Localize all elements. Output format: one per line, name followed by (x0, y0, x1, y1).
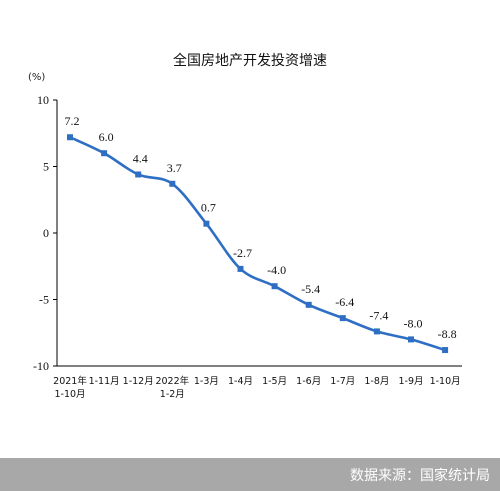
y-tick-label: 0 (43, 226, 49, 240)
data-label: 4.4 (133, 151, 148, 165)
series-line (69, 136, 446, 352)
series-markers (67, 134, 449, 354)
chart-title: 全国房地产开发投资增速 (173, 52, 327, 69)
y-tick-label: 5 (43, 160, 49, 174)
data-point (305, 301, 312, 308)
x-tick-label: 2022年 1-2月 (155, 375, 189, 400)
y-tick-label: -10 (33, 359, 49, 373)
data-point (237, 265, 244, 272)
data-point (373, 328, 380, 335)
x-tick-label: 1-9月 (398, 376, 423, 387)
x-tick-label: 1-12月 (123, 376, 154, 387)
data-point (339, 315, 346, 322)
data-label: -8.0 (404, 316, 423, 330)
x-tick-label: 1-10月 (430, 376, 461, 387)
data-label: -4.0 (267, 263, 286, 277)
data-label: -8.8 (438, 327, 457, 341)
x-tick-label: 1-8月 (364, 376, 389, 387)
x-tick-label: 1-6月 (296, 376, 321, 387)
x-tick-label: 1-3月 (194, 376, 219, 387)
data-label: 0.7 (201, 201, 216, 215)
y-tick-label: -5 (39, 293, 49, 307)
data-point (408, 336, 414, 343)
x-tick-label: 2021年 1-10月 (53, 375, 87, 400)
y-unit-label: (%) (28, 72, 45, 83)
data-point (442, 347, 449, 354)
data-point (169, 180, 176, 187)
y-tick-label: 10 (37, 93, 49, 107)
data-label: -6.4 (335, 295, 354, 309)
data-labels: 7.2 6.0 4.4 3.7 0.7 -2.7 -4.0 -5.4 -6.4 -7.4 -8.0 -… (65, 114, 457, 341)
data-point (203, 220, 210, 227)
data-point (271, 283, 278, 290)
x-tick-label: 1-4月 (228, 376, 253, 387)
chart: 全国房地产开发投资增速 (%) 10 5 0 -5 -10 2021年 1-10月1-11… (28, 52, 462, 400)
data-label: 6.0 (99, 130, 114, 144)
x-tick-label: 1-11月 (89, 376, 120, 387)
data-label: 3.7 (167, 161, 182, 175)
x-tick-label: 1-5月 (262, 376, 287, 387)
data-point (101, 150, 108, 157)
y-ticks: 10 5 0 -5 -10 (33, 93, 57, 373)
data-label: -2.7 (233, 246, 252, 260)
footer-bar: 数据来源：国家统计局 (0, 458, 500, 491)
data-point (67, 134, 73, 141)
data-point (135, 171, 142, 178)
data-label: -5.4 (301, 282, 320, 296)
source-text: 数据来源：国家统计局 (350, 468, 490, 484)
data-label: 7.2 (65, 114, 80, 128)
data-label: -7.4 (369, 308, 388, 322)
x-tick-label: 1-7月 (330, 376, 355, 387)
